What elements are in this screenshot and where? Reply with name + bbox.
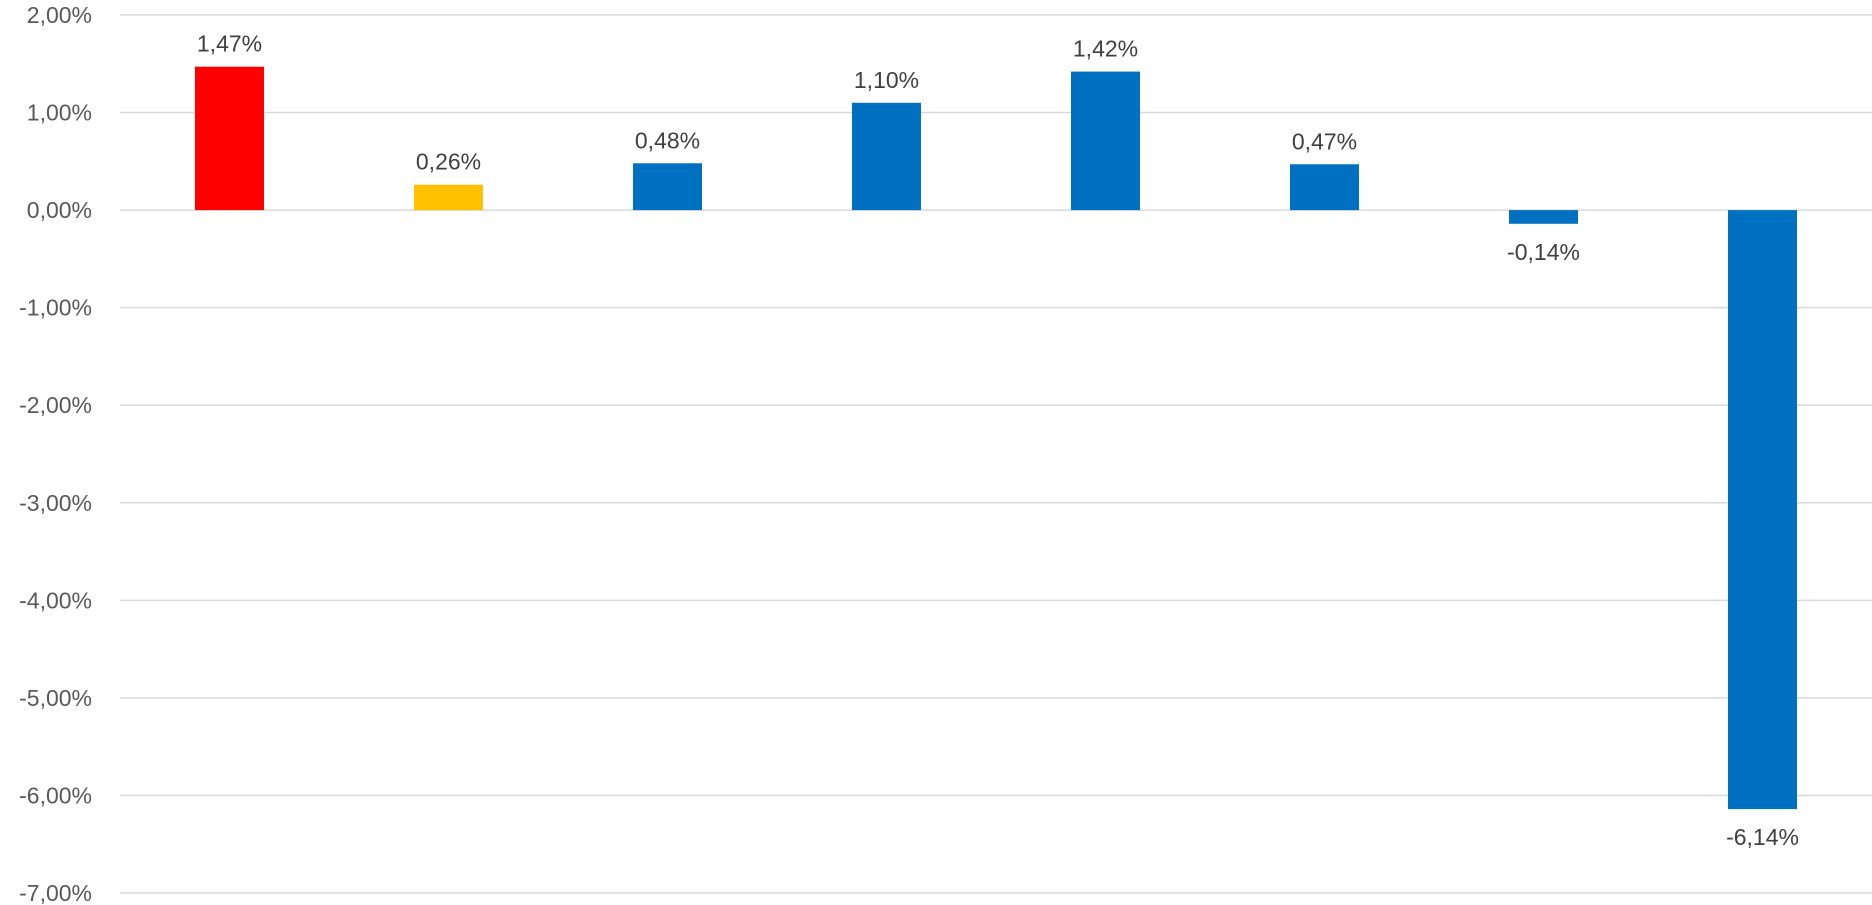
bar bbox=[195, 66, 264, 211]
y-tick-label: -3,00% bbox=[19, 490, 92, 516]
data-label: 0,26% bbox=[416, 149, 481, 175]
bar bbox=[1509, 210, 1578, 224]
y-tick-label: -2,00% bbox=[19, 392, 92, 418]
bar bbox=[852, 102, 921, 211]
bar bbox=[633, 163, 702, 211]
y-axis-tick-labels: 2,00% 1,00% 0,00% -1,00% -2,00% -3,00% -4,00% -… bbox=[19, 2, 92, 905]
data-label: 1,47% bbox=[197, 31, 262, 57]
bar bbox=[1290, 164, 1359, 211]
y-tick-label: -4,00% bbox=[19, 587, 92, 613]
data-label: 1,10% bbox=[854, 67, 919, 93]
data-label: 0,47% bbox=[1292, 128, 1357, 154]
y-tick-label: -5,00% bbox=[19, 685, 92, 711]
data-labels: 1,47% 0,26% 0,48% 1,10% 1,42% 0,47% -0,14% -6,1… bbox=[197, 31, 1799, 850]
data-label: 1,42% bbox=[1073, 36, 1138, 62]
y-tick-label: 0,00% bbox=[27, 197, 92, 223]
data-label: -6,14% bbox=[1726, 824, 1799, 850]
bar bbox=[1071, 71, 1140, 211]
data-label: -0,14% bbox=[1507, 239, 1580, 265]
bars bbox=[195, 66, 1797, 810]
gridlines bbox=[120, 14, 1872, 894]
y-tick-label: 1,00% bbox=[27, 100, 92, 126]
bar bbox=[414, 184, 483, 211]
data-label: 0,48% bbox=[635, 127, 700, 153]
y-tick-label: -7,00% bbox=[19, 880, 92, 905]
y-tick-label: 2,00% bbox=[27, 2, 92, 28]
bar bbox=[1728, 210, 1797, 810]
y-tick-label: -6,00% bbox=[19, 782, 92, 808]
y-tick-label: -1,00% bbox=[19, 295, 92, 321]
